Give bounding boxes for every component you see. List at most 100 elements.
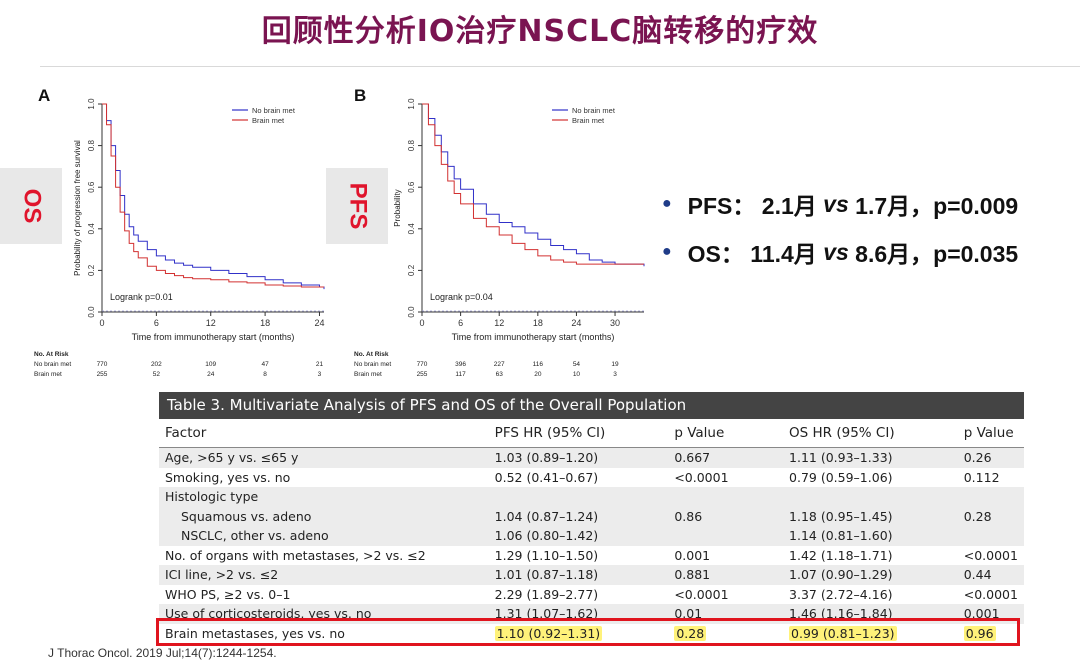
logrank-label: Logrank p=0.01 — [110, 292, 173, 302]
y-axis-label: Probability — [393, 189, 402, 226]
cell-os-hr: 1.42 (1.18–1.71) — [789, 547, 893, 563]
cell-factor: WHO PS, ≥2 vs. 0–1 — [165, 586, 291, 602]
cell-os-hr: 1.07 (0.90–1.29) — [783, 565, 958, 585]
x-tick-label: 6 — [458, 318, 463, 328]
no-brain-met-curve — [102, 103, 325, 290]
risk-value: 117 — [455, 371, 466, 378]
cell-factor: ICI line, >2 vs. ≤2 — [159, 565, 489, 585]
cell-pfs-hr: 2.29 (1.89–2.77) — [494, 586, 599, 602]
cell-pfs-hr: 0.52 (0.41–0.67) — [494, 469, 599, 485]
bullet-dot-icon: ● — [662, 195, 672, 212]
multivariate-table: Table 3. Multivariate Analysis of PFS an… — [159, 392, 1024, 643]
highlight-pfs-hr: 1.10 (0.92–1.31) — [494, 625, 603, 641]
cell-factor: No. of organs with metastases, >2 vs. ≤2 — [165, 547, 426, 563]
x-tick-label: 18 — [260, 318, 270, 328]
table-row: ICI line, >2 vs. ≤2 1.01 (0.87–1.18) 0.8… — [159, 565, 1024, 585]
highlight-box — [156, 618, 1020, 646]
logrank-label: Logrank p=0.04 — [430, 292, 493, 302]
cell-pfs-p: <0.0001 — [674, 586, 729, 602]
cell-os-hr: 1.14 (0.81–1.60) — [783, 526, 958, 546]
cell-pfs-p: <0.0001 — [674, 469, 729, 485]
risk-value: 8 — [263, 371, 267, 378]
cell-os-hr: 0.99 (0.81–1.23) — [783, 623, 958, 643]
brain-met-curve — [422, 103, 644, 265]
y-tick-label: 0.4 — [407, 223, 416, 235]
bullet-os-vs: vs — [823, 238, 849, 265]
cell-os-hr: 0.79 (0.59–1.06) — [789, 469, 893, 485]
y-tick-label: 0.2 — [87, 264, 96, 276]
bullet-os-label: OS： — [687, 241, 744, 267]
cell-os-hr: 1.18 (0.95–1.45) — [783, 506, 958, 526]
y-tick-label: 0.6 — [87, 181, 96, 193]
y-axis-label: Probability of progression free survival — [73, 140, 82, 276]
cell-factor: Brain metastases, yes vs. no — [159, 623, 489, 643]
y-tick-label: 0.4 — [87, 223, 96, 235]
cell-pfs-p — [668, 526, 784, 546]
pfs-side-tag: PFS — [326, 168, 388, 244]
x-tick-label: 24 — [571, 318, 581, 328]
legend-label: Brain met — [572, 116, 605, 125]
cell-pfs-p — [668, 487, 784, 507]
x-tick-label: 30 — [610, 318, 620, 328]
cell-factor: Squamous vs. adeno — [159, 506, 489, 526]
x-axis-label: Time from immunotherapy start (months) — [452, 332, 615, 342]
cell-pfs-hr: 1.04 (0.87–1.24) — [488, 506, 669, 526]
table-row: No. of organs with metastases, >2 vs. ≤2… — [159, 546, 1024, 566]
highlight-factor: Brain metastases, yes vs. no — [165, 625, 345, 641]
header-factor: Factor — [159, 419, 489, 448]
legend-label: No brain met — [252, 106, 296, 115]
bullet-pfs: ● PFS： 2.1月 vs 1.7月，p=0.009 — [662, 180, 1018, 228]
cell-os-hr: 3.37 (2.72–4.16) — [789, 586, 893, 602]
header-os-hr: OS HR (95% CI) — [783, 419, 958, 448]
risk-table-title: No. At Risk — [34, 351, 69, 358]
x-tick-label: 18 — [533, 318, 543, 328]
panel-a-letter: A — [38, 86, 51, 105]
legend-label: Brain met — [252, 116, 285, 125]
x-tick-label: 0 — [419, 318, 424, 328]
y-tick-label: 0.8 — [87, 139, 96, 151]
cell-os-hr — [783, 487, 958, 507]
y-tick-label: 0.2 — [407, 264, 416, 276]
header-pfs-hr: PFS HR (95% CI) — [488, 419, 669, 448]
cell-pfs-hr: 1.29 (1.10–1.50) — [494, 547, 599, 563]
cell-os-p: <0.0001 — [963, 586, 1018, 602]
results-bullets: ● PFS： 2.1月 vs 1.7月，p=0.009 ● OS： 11.4月 … — [662, 180, 1018, 276]
brain-met-curve — [102, 103, 324, 288]
bullet-pfs-b: 1.7月，p=0.009 — [855, 193, 1019, 219]
x-tick-label: 12 — [494, 318, 504, 328]
cell-os-p — [957, 487, 1024, 507]
cell-factor: NSCLC, other vs. adeno — [159, 526, 489, 546]
risk-value: 3 — [318, 371, 322, 378]
cell-os-p: 0.26 — [957, 447, 1024, 468]
cell-os-p: <0.0001 — [963, 547, 1018, 563]
cell-factor: Smoking, yes vs. no — [165, 469, 291, 485]
cell-pfs-hr: 1.06 (0.80–1.42) — [488, 526, 669, 546]
risk-value: 20 — [534, 371, 542, 378]
risk-value: 63 — [496, 371, 504, 378]
risk-value: 52 — [153, 371, 161, 378]
cell-pfs-hr — [488, 487, 669, 507]
panel-b-letter: B — [354, 86, 367, 105]
no-brain-met-curve — [422, 103, 645, 267]
cell-pfs-p: 0.86 — [668, 506, 784, 526]
cell-os-p: 0.28 — [957, 506, 1024, 526]
cell-os-p: 0.96 — [957, 623, 1024, 643]
risk-table-title: No. At Risk — [354, 351, 389, 358]
risk-row-label: No brain met — [34, 361, 71, 368]
cell-pfs-p: 0.881 — [668, 565, 784, 585]
cell-os-hr: 1.11 (0.93–1.33) — [783, 447, 958, 468]
risk-value: 255 — [97, 371, 108, 378]
risk-value: 3 — [613, 371, 617, 378]
slide-title: 回顾性分析IO治疗NSCLC脑转移的疗效 — [261, 14, 819, 49]
x-tick-label: 24 — [314, 318, 324, 328]
risk-value: 21 — [316, 361, 324, 368]
x-tick-label: 6 — [154, 318, 159, 328]
cell-pfs-p: 0.001 — [674, 547, 711, 563]
table-caption: Table 3. Multivariate Analysis of PFS an… — [159, 392, 1024, 419]
risk-value: 396 — [455, 361, 466, 368]
risk-value: 770 — [417, 361, 428, 368]
title-divider — [40, 66, 1080, 67]
header-pfs-p: p Value — [668, 419, 784, 448]
table-row: Histologic type — [159, 487, 1024, 507]
x-tick-label: 0 — [99, 318, 104, 328]
